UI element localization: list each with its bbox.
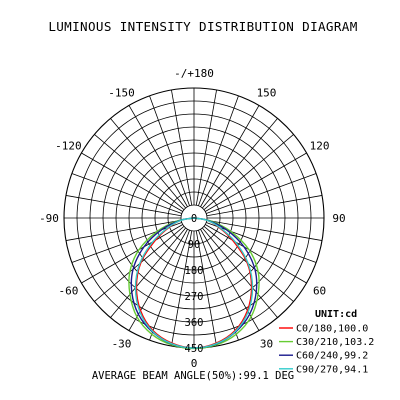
series-layer (128, 217, 260, 350)
grid-spoke (171, 230, 193, 347)
grid-spoke (110, 227, 186, 318)
angle-tick-label: 90 (332, 212, 345, 225)
radial-tick-label: 450 (185, 343, 204, 355)
grid-spoke (128, 105, 188, 207)
series-line-4 (134, 217, 254, 349)
axis-labels: 0 30 60 90 120 150 -/+180 -150 -120 -90 -60 -30 0 90 1… (39, 67, 346, 370)
radial-tick-label: 0 (191, 213, 197, 225)
angle-tick-label: 0 (191, 357, 198, 370)
angle-tick-label: -60 (58, 285, 78, 298)
grid-spoke (198, 95, 239, 206)
grid-spoke (198, 230, 239, 341)
angle-tick-label: -/+180 (174, 67, 214, 80)
grid-spoke (94, 134, 185, 210)
legend-entry: C90/270,94.1 (296, 364, 368, 375)
legend-entry: C60/240,99.2 (296, 351, 368, 362)
grid-spoke (65, 195, 182, 217)
grid-spoke (195, 230, 217, 347)
angle-tick-label: -90 (39, 212, 59, 225)
angle-tick-label: 120 (310, 140, 330, 153)
grid-spoke (81, 224, 183, 284)
polar-grid (63, 87, 325, 349)
grid-spoke (202, 118, 278, 209)
radial-tick-label: 270 (185, 291, 204, 303)
grid-spoke (206, 195, 323, 217)
grid-spoke (110, 118, 186, 209)
angle-tick-label: 30 (260, 338, 273, 351)
grid-spoke (195, 89, 217, 206)
footer-beam-angle: AVERAGE BEAM ANGLE(50%):99.1 DEG (92, 370, 294, 382)
grid-spoke (205, 224, 307, 284)
grid-spoke (71, 173, 182, 214)
angle-tick-label: -30 (112, 338, 132, 351)
legend-entry: C0/180,100.0 (296, 324, 368, 335)
grid-spoke (206, 219, 323, 241)
unit-label: UNIT:cd (315, 309, 357, 320)
radial-tick-label: 180 (185, 265, 204, 277)
grid-spoke (200, 105, 260, 207)
grid-spoke (205, 152, 307, 212)
grid-spoke (81, 152, 183, 212)
grid-spoke (65, 219, 182, 241)
grid-spoke (149, 95, 190, 206)
grid-spoke (149, 230, 190, 341)
angle-tick-label: 150 (257, 86, 277, 99)
radial-tick-label: 360 (185, 317, 204, 329)
grid-spoke (202, 227, 278, 318)
radial-tick-label: 90 (188, 239, 201, 251)
legend: UNIT:cd C0/180,100.0 C30/210,103.2 C60/240,… (279, 309, 374, 375)
grid-spoke (203, 134, 294, 210)
chart-title: LUMINOUS INTENSITY DISTRIBUTION DIAGRAM (48, 19, 357, 34)
grid-spoke (171, 89, 193, 206)
legend-entry: C30/210,103.2 (296, 337, 374, 348)
angle-tick-label: -120 (55, 140, 82, 153)
grid-spoke (206, 173, 317, 214)
angle-tick-label: -150 (108, 86, 135, 99)
angle-tick-label: 60 (313, 285, 326, 298)
